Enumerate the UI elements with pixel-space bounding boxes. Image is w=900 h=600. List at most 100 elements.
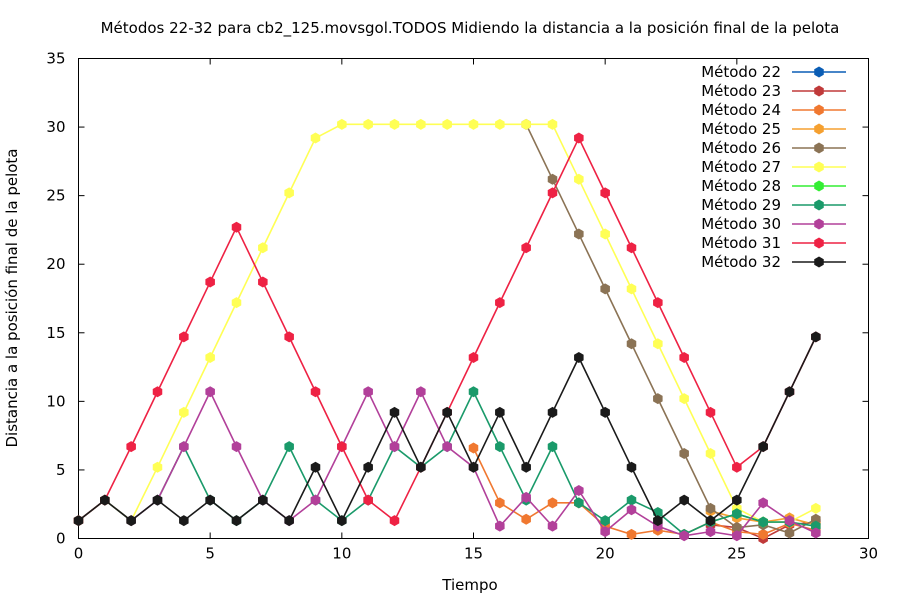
data-point: [732, 461, 742, 473]
data-point: [626, 242, 637, 254]
data-point: [310, 132, 321, 144]
data-point: [442, 406, 452, 418]
data-point: [231, 221, 242, 233]
data-point: [758, 528, 768, 540]
data-point: [521, 242, 531, 254]
y-tick-label: 35: [46, 50, 65, 68]
data-point: [389, 515, 400, 527]
data-point: [600, 187, 610, 199]
data-point: [732, 508, 742, 520]
data-point: [547, 520, 558, 532]
data-point: [547, 441, 558, 453]
legend-label: Método 27: [701, 158, 781, 176]
data-point: [600, 526, 610, 538]
data-point: [758, 497, 768, 509]
data-point: [679, 351, 689, 363]
data-point: [389, 118, 400, 130]
y-tick-label: 20: [46, 255, 65, 273]
legend-marker: [814, 237, 824, 249]
data-point: [468, 442, 479, 454]
data-point: [811, 502, 821, 514]
data-point: [600, 283, 610, 295]
legend-label: Método 26: [701, 139, 781, 157]
data-point: [574, 351, 584, 363]
data-point: [284, 187, 294, 199]
data-point: [547, 497, 558, 509]
y-tick-label: 0: [56, 530, 66, 548]
x-tick-label: 10: [332, 545, 351, 563]
legend-label: Método 31: [701, 234, 781, 252]
data-point: [495, 520, 505, 532]
y-tick-label: 5: [56, 461, 66, 479]
y-tick-label: 15: [46, 324, 65, 342]
legend-label: Método 29: [701, 196, 781, 214]
data-point: [310, 461, 321, 473]
data-point: [732, 494, 742, 506]
data-point: [337, 515, 347, 527]
x-tick-label: 5: [205, 545, 215, 563]
data-point: [732, 522, 742, 534]
data-point: [363, 386, 373, 398]
data-point: [152, 386, 163, 398]
series-layer: [73, 118, 821, 544]
data-point: [495, 441, 505, 453]
data-point: [205, 386, 215, 398]
data-point: [521, 513, 531, 525]
data-point: [626, 283, 637, 295]
data-point: [626, 461, 637, 473]
data-point: [179, 515, 189, 527]
data-point: [705, 502, 716, 514]
data-point: [284, 515, 294, 527]
data-point: [574, 228, 584, 240]
data-point: [468, 386, 479, 398]
data-point: [179, 331, 189, 343]
data-point: [337, 441, 347, 453]
y-axis-label: Distancia a la posición final de la pelo…: [3, 148, 21, 447]
data-point: [626, 494, 637, 506]
data-point: [600, 228, 610, 240]
data-point: [705, 515, 716, 527]
axis-ticks: 0 5 10 15 20 25 30 0 5 10 15 20 25 30 35: [46, 50, 878, 563]
data-point: [363, 461, 373, 473]
series-32: [73, 331, 821, 527]
data-point: [363, 494, 373, 506]
data-point: [205, 276, 215, 288]
legend-marker: [814, 180, 824, 192]
data-point: [416, 461, 426, 473]
series-29: [152, 386, 821, 540]
data-point: [626, 528, 637, 540]
data-point: [284, 441, 294, 453]
data-point: [152, 494, 163, 506]
data-point: [679, 494, 689, 506]
legend-label: Método 24: [701, 101, 781, 119]
data-point: [416, 386, 426, 398]
legend-marker: [814, 123, 824, 135]
legend-marker: [814, 104, 824, 116]
legend-label: Método 32: [701, 253, 781, 271]
data-point: [495, 297, 505, 309]
data-point: [389, 406, 400, 418]
y-tick-label: 10: [46, 392, 65, 410]
data-point: [574, 497, 584, 509]
data-point: [600, 406, 610, 418]
data-point: [679, 530, 689, 542]
data-point: [258, 494, 268, 506]
data-point: [205, 351, 215, 363]
data-point: [126, 441, 136, 453]
series-line: [78, 336, 817, 523]
data-point: [100, 494, 110, 506]
legend-marker: [814, 218, 824, 230]
legend-label: Método 25: [701, 120, 781, 138]
data-point: [679, 447, 689, 459]
data-point: [258, 242, 268, 254]
data-point: [521, 491, 531, 503]
legend-marker: [814, 199, 824, 211]
data-point: [231, 297, 242, 309]
data-point: [389, 441, 400, 453]
data-point: [442, 118, 452, 130]
legend-label: Método 22: [701, 63, 781, 81]
data-point: [442, 441, 452, 453]
data-point: [784, 515, 795, 527]
data-point: [626, 504, 637, 516]
data-point: [73, 515, 84, 527]
